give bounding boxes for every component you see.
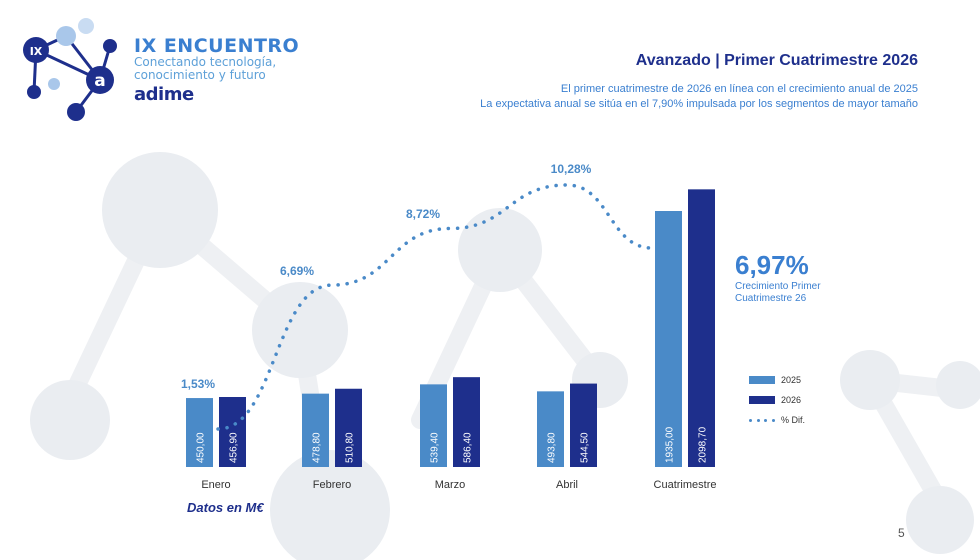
legend-item-diff: % Dif. (749, 410, 805, 430)
legend-label-2025: 2025 (781, 375, 802, 385)
brand-block: IX ENCUENTRO Conectando tecnología, cono… (134, 36, 314, 105)
series-line-pct-dif (216, 183, 654, 431)
bar-2025-cuatrimestre (655, 211, 682, 467)
bar-value-label: 1935,00 (665, 426, 676, 463)
page-subtitle-line-1: El primer cuatrimestre de 2026 en línea … (560, 83, 918, 95)
data-units-note: Datos en M€ (187, 500, 264, 515)
brand-org-name: adime (134, 84, 194, 105)
bar-value-label: 586,40 (463, 432, 474, 463)
bar-2026-abril (570, 383, 597, 467)
bar-value-label: 544,50 (580, 432, 591, 463)
bar-2026-enero (219, 397, 246, 467)
bar-value-label: 456,90 (229, 432, 240, 463)
category-label: Abril (556, 479, 578, 491)
bar-2025-abril (537, 391, 564, 467)
category-label: Febrero (313, 479, 352, 491)
bar-2025-marzo (420, 384, 447, 467)
pct-dif-label: 6,69% (280, 264, 314, 278)
pct-dif-label: 1,53% (181, 377, 215, 391)
brand-subtitle: Conectando tecnología, conocimiento y fu… (134, 55, 277, 82)
brand-title: IX ENCUENTRO (134, 35, 300, 57)
bar-value-label: 2098,70 (698, 426, 709, 463)
bar-value-label: 478,80 (312, 432, 323, 463)
bar-value-label: 510,80 (345, 432, 356, 463)
bar-2025-enero (186, 398, 213, 467)
bar-value-label: 539,40 (430, 432, 441, 463)
bar-2026-marzo (453, 377, 480, 467)
legend-label-2026: 2026 (781, 395, 802, 405)
chart-legend: 2025 2026 % Dif. (749, 370, 805, 430)
page-subtitle-line-2: La expectativa anual se sitúa en el 7,90… (480, 98, 918, 110)
bar-2026-febrero (335, 388, 362, 467)
category-label: Cuatrimestre (654, 479, 717, 491)
bar-value-label: 493,80 (547, 432, 558, 463)
adime-logo-icon: IX a (23, 18, 117, 121)
pct-dif-label: 8,72% (406, 207, 440, 221)
highlight-growth-value: 6,97% (735, 250, 809, 280)
legend-label-diff: % Dif. (781, 415, 806, 425)
page-subtitle: El primer cuatrimestre de 2026 en línea … (480, 82, 918, 112)
legend-swatch-2026 (749, 396, 775, 404)
category-label: Marzo (435, 479, 466, 491)
pct-dif-label: 10,28% (551, 162, 592, 176)
legend-swatch-2025 (749, 376, 775, 384)
legend-item-2025: 2025 (749, 370, 805, 390)
bar-2025-febrero (302, 393, 329, 467)
legend-item-2026: 2026 (749, 390, 805, 410)
bar-2026-cuatrimestre (688, 189, 715, 467)
highlight-growth-label: Crecimiento Primer Cuatrimestre 26 (735, 281, 821, 304)
bar-value-label: 450,00 (196, 432, 207, 463)
svg-text:IX: IX (30, 45, 43, 58)
category-label: Enero (201, 479, 230, 491)
legend-swatch-diff (749, 416, 775, 424)
svg-text:a: a (94, 71, 105, 91)
page-number: 5 (898, 526, 905, 540)
page-title: Avanzado | Primer Cuatrimestre 2026 (635, 52, 918, 69)
